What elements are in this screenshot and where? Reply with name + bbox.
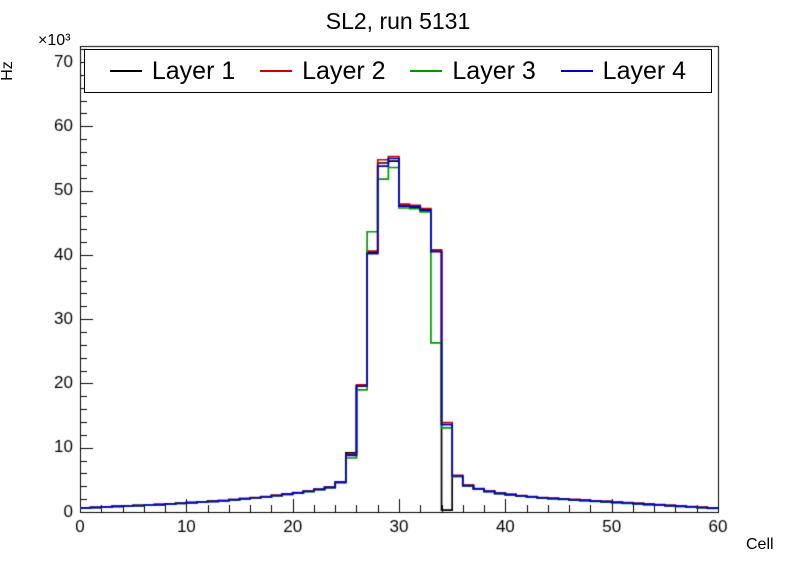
legend-label-layer-2: Layer 2	[302, 56, 386, 85]
legend-label-layer-3: Layer 3	[452, 56, 536, 85]
chart-title: SL2, run 5131	[325, 8, 471, 34]
x-axis-title: Cell	[746, 536, 774, 553]
layer-3-line-swatch	[410, 70, 443, 72]
legend-label-layer-1: Layer 1	[151, 56, 236, 85]
layer-2-line-swatch	[260, 70, 293, 72]
y-axis-multiplier: ×10³	[38, 32, 71, 49]
legend-entry-layer-3: Layer 3	[410, 56, 536, 85]
legend-entry-layer-4: Layer 4	[560, 56, 687, 85]
legend-label-layer-4: Layer 4	[602, 56, 687, 85]
legend-entry-layer-1: Layer 1	[109, 56, 236, 85]
layer-4-line-swatch	[560, 70, 593, 72]
layer-1-line-swatch	[109, 70, 142, 72]
legend-entry-layer-2: Layer 2	[260, 56, 386, 85]
legend: Layer 1 Layer 2 Layer 3 Layer 4	[84, 49, 712, 93]
y-axis-title: Hz	[0, 61, 16, 81]
